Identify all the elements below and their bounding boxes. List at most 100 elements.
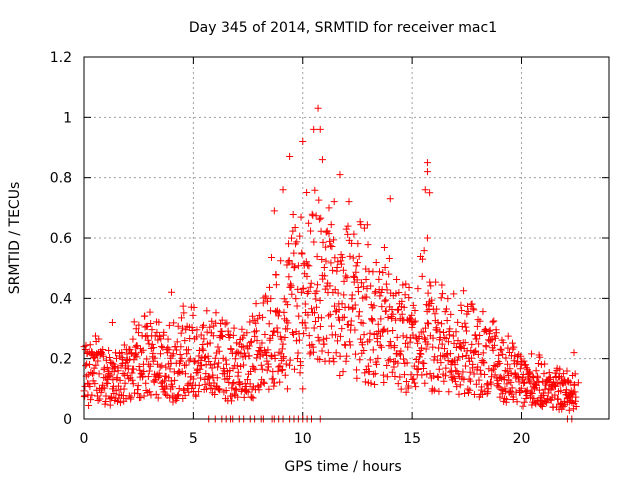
data-point [456, 381, 464, 389]
data-point [360, 346, 368, 354]
data-point [143, 355, 151, 363]
data-point [251, 332, 259, 340]
data-point [380, 325, 388, 333]
data-point [144, 336, 152, 344]
data-point [339, 368, 347, 376]
data-point [247, 339, 255, 347]
data-point [402, 280, 410, 288]
data-point [321, 272, 329, 280]
data-point [434, 318, 442, 326]
data-point [541, 360, 549, 368]
data-point [547, 386, 555, 394]
data-point [150, 344, 158, 352]
data-point [168, 288, 175, 296]
y-axis-label: SRMTID / TECUs [7, 182, 23, 295]
data-point [192, 392, 200, 400]
data-point [160, 328, 168, 336]
data-point [554, 395, 562, 403]
data-point [109, 376, 117, 384]
data-point [106, 353, 114, 361]
data-point [120, 341, 128, 349]
data-point [462, 362, 470, 370]
data-point [322, 243, 330, 251]
data-point [321, 285, 329, 293]
data-point [201, 380, 209, 388]
data-point [456, 340, 464, 348]
data-point [396, 373, 404, 381]
data-point [243, 387, 251, 395]
data-point [221, 320, 229, 328]
data-point [223, 360, 231, 368]
data-point [467, 354, 475, 362]
data-point [127, 393, 135, 401]
data-point [222, 356, 230, 364]
data-point [298, 250, 306, 258]
data-point [142, 379, 150, 387]
data-point [426, 278, 434, 286]
data-point [277, 257, 285, 265]
y-tick-label: 1.2 [50, 50, 72, 66]
data-point [165, 346, 173, 354]
data-point [408, 311, 416, 319]
data-point [336, 352, 344, 360]
y-tick-label: 0.2 [50, 352, 72, 368]
data-point [461, 319, 469, 327]
data-point [290, 249, 298, 257]
data-point [185, 388, 193, 396]
data-point [383, 286, 391, 294]
data-point [237, 362, 245, 370]
data-point [272, 281, 280, 289]
data-point [129, 335, 137, 343]
data-point [388, 368, 396, 376]
data-point [351, 326, 359, 334]
data-point [303, 272, 311, 280]
data-point [169, 398, 177, 406]
data-point [279, 366, 287, 374]
data-point [451, 374, 459, 382]
data-point [416, 349, 424, 357]
data-point [106, 401, 114, 409]
data-point [91, 332, 99, 340]
data-point [230, 390, 238, 398]
data-point [474, 351, 482, 359]
data-point [301, 300, 309, 308]
data-point [336, 171, 344, 179]
data-point [141, 312, 149, 320]
data-point [258, 339, 266, 347]
data-point [356, 218, 364, 226]
data-point [244, 388, 252, 396]
data-point [303, 188, 311, 196]
data-point [332, 349, 340, 357]
data-point [206, 339, 214, 347]
data-point [509, 393, 517, 401]
data-point [513, 398, 521, 406]
data-point [504, 360, 512, 368]
data-point [574, 379, 582, 387]
data-point [111, 363, 119, 371]
data-point [345, 198, 353, 206]
data-point [169, 383, 177, 391]
data-point [270, 207, 278, 215]
data-point [499, 339, 507, 347]
data-point [420, 247, 428, 255]
data-point [438, 320, 446, 328]
data-point [137, 393, 145, 401]
data-point [363, 221, 371, 229]
data-point [351, 301, 359, 309]
data-point [112, 387, 120, 395]
data-point [491, 371, 499, 379]
data-point [174, 392, 182, 400]
data-point [421, 379, 429, 387]
data-point [147, 391, 155, 399]
data-point [245, 342, 253, 350]
data-point [146, 362, 154, 370]
data-point [504, 344, 512, 352]
data-point [363, 285, 371, 293]
data-point [453, 356, 461, 364]
data-point [261, 330, 269, 338]
data-point [398, 297, 406, 305]
data-point [292, 295, 300, 303]
data-point [176, 350, 184, 358]
data-point [327, 259, 335, 267]
